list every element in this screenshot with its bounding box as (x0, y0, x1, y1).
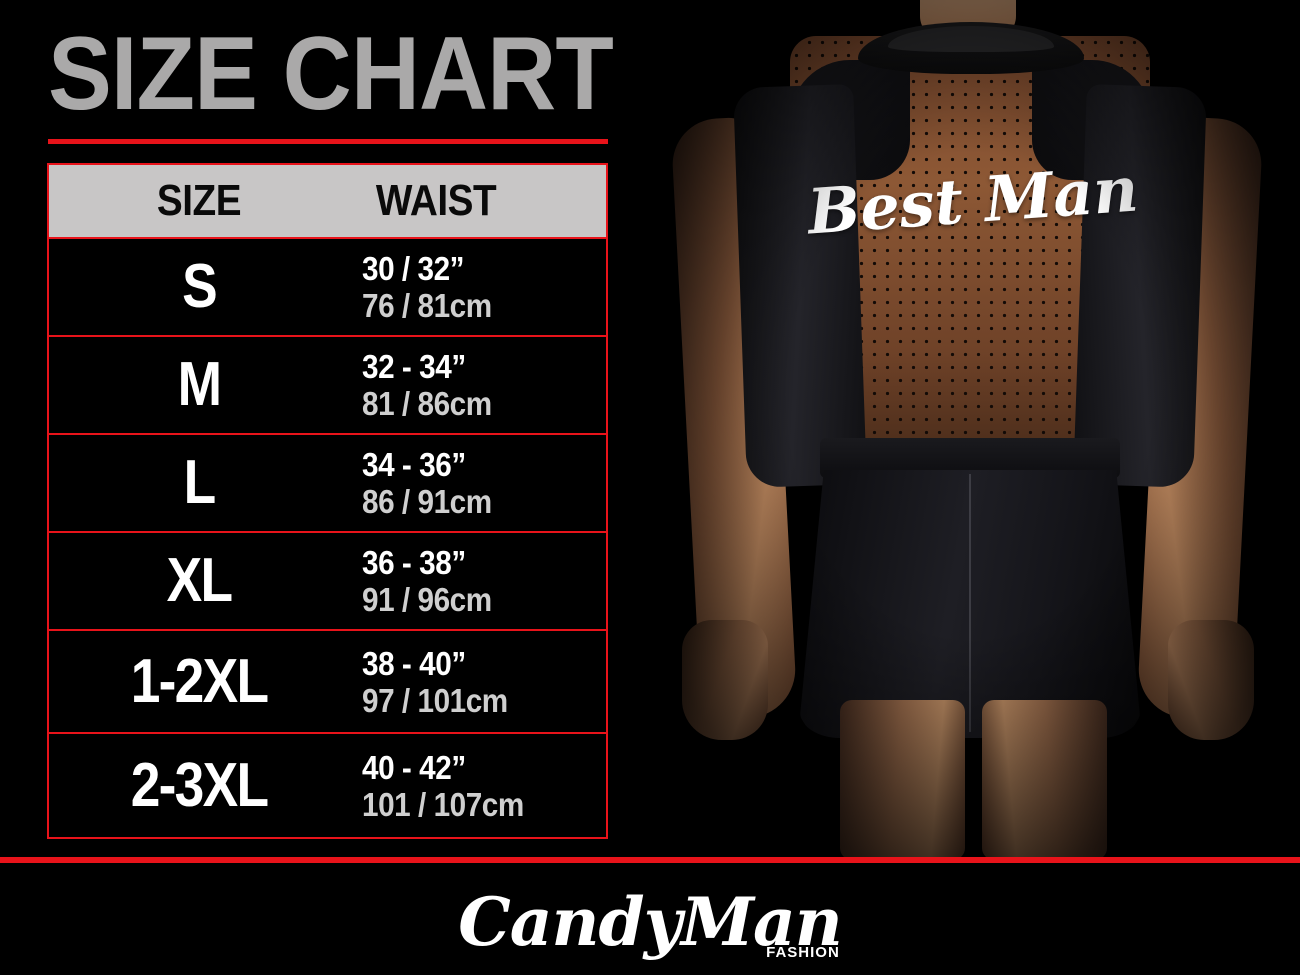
cell-size: XL (166, 546, 233, 615)
waist-inches: 40 - 42” (362, 748, 466, 786)
waist-inches: 36 - 38” (362, 544, 466, 581)
waist-inches: 34 - 36” (362, 446, 466, 483)
table-header-row: SIZE WAIST (49, 165, 606, 239)
table-row: S 30 / 32” 76 / 81cm (49, 239, 606, 337)
photo-vignette (640, 0, 1300, 857)
cell-waist: 34 - 36” 86 / 91cm (349, 446, 606, 520)
table-row: 1-2XL 38 - 40” 97 / 101cm (49, 631, 606, 734)
table-row: L 34 - 36” 86 / 91cm (49, 435, 606, 533)
brand-logo-inner: CandyMan FASHION (458, 882, 843, 961)
product-photo: Best Man (640, 0, 1300, 857)
waist-inches: 38 - 40” (362, 644, 466, 682)
brand-tagline: FASHION (766, 943, 840, 961)
cell-waist: 30 / 32” 76 / 81cm (349, 250, 606, 324)
footer-divider-rule (0, 857, 1300, 863)
waist-centimeters: 76 / 81cm (362, 287, 492, 324)
brand-name: CandyMan (458, 882, 843, 961)
page-title: SIZE CHART (48, 16, 614, 132)
cell-waist: 38 - 40” 97 / 101cm (349, 645, 606, 719)
table-row: 2-3XL 40 - 42” 101 / 107cm (49, 734, 606, 837)
cell-waist: 40 - 42” 101 / 107cm (349, 749, 606, 823)
waist-centimeters: 81 / 86cm (362, 385, 492, 422)
waist-centimeters: 101 / 107cm (362, 785, 524, 823)
cell-size: 1-2XL (130, 646, 269, 716)
waist-inches: 32 - 34” (362, 348, 466, 385)
title-underline-rule (48, 139, 608, 144)
cell-size: M (177, 350, 222, 419)
column-header-waist: WAIST (375, 176, 497, 225)
cell-waist: 32 - 34” 81 / 86cm (349, 348, 606, 422)
brand-logo: CandyMan FASHION (0, 868, 1300, 975)
column-header-size: SIZE (156, 176, 242, 225)
waist-centimeters: 97 / 101cm (362, 681, 508, 719)
waist-inches: 30 / 32” (362, 250, 465, 287)
waist-centimeters: 86 / 91cm (362, 483, 492, 520)
size-table: SIZE WAIST S 30 / 32” 76 / 81cm M 32 - 3… (47, 163, 608, 839)
cell-size: S (182, 252, 218, 321)
cell-waist: 36 - 38” 91 / 96cm (349, 544, 606, 618)
waist-centimeters: 91 / 96cm (362, 581, 492, 618)
cell-size: 2-3XL (130, 750, 269, 820)
size-chart-panel: SIZE CHART SIZE WAIST S 30 / 32” 76 / 81… (0, 0, 640, 860)
table-row: M 32 - 34” 81 / 86cm (49, 337, 606, 435)
table-row: XL 36 - 38” 91 / 96cm (49, 533, 606, 631)
cell-size: L (183, 448, 217, 517)
